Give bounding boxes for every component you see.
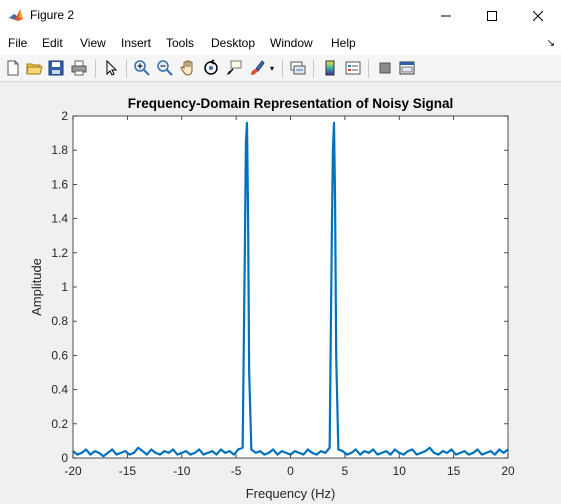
toolbar-separator (313, 59, 314, 78)
menu-view[interactable]: View (80, 36, 106, 50)
menu-file[interactable]: File (8, 36, 28, 50)
close-icon (533, 10, 543, 21)
x-axis-label: Frequency (Hz) (246, 486, 336, 501)
legend-icon[interactable] (344, 59, 362, 77)
y-tick-label: 1.4 (51, 212, 68, 226)
maximize-button[interactable] (469, 0, 515, 31)
colorbar-icon[interactable] (321, 59, 339, 77)
line-chart[interactable]: -20 -15 -10 -5 0 5 10 15 20 0 0.2 0.4 0.6 0.8 1 1.2 1.4… (0, 82, 561, 504)
menu-window[interactable]: Window (270, 36, 313, 50)
zoom-out-icon[interactable] (156, 59, 174, 77)
y-axis-label: Amplitude (29, 258, 44, 316)
x-tick-label: -20 (64, 464, 82, 478)
x-tick-label: -15 (119, 464, 137, 478)
new-figure-icon[interactable] (4, 59, 22, 77)
open-file-icon[interactable] (25, 59, 43, 77)
minimize-button[interactable] (423, 0, 469, 31)
save-icon[interactable] (47, 59, 65, 77)
print-icon[interactable] (70, 59, 88, 77)
maximize-icon (487, 10, 497, 21)
figure-canvas: -20 -15 -10 -5 0 5 10 15 20 0 0.2 0.4 0.6 0.8 1 1.2 1.4… (0, 82, 561, 504)
pan-icon[interactable] (179, 59, 197, 77)
y-tick-label: 1.6 (51, 177, 68, 191)
menu-desktop[interactable]: Desktop (211, 36, 256, 50)
y-tick-label: 0.6 (51, 348, 68, 362)
brush-icon[interactable] (248, 59, 266, 77)
toolbar-separator (282, 59, 283, 78)
y-tick-label: 1.2 (51, 246, 68, 260)
axes-background (73, 116, 508, 458)
y-tick-label: 0.2 (51, 417, 68, 431)
zoom-in-icon[interactable] (133, 59, 151, 77)
y-tick-label: 1 (61, 280, 68, 294)
x-tick-label: 10 (393, 464, 407, 478)
window-title: Figure 2 (30, 8, 75, 22)
link-plot-icon[interactable] (289, 59, 307, 77)
y-tick-label: 0 (61, 451, 68, 465)
figure-toolbar: ▾ (0, 55, 561, 82)
rotate-3d-icon[interactable] (202, 59, 220, 77)
menu-edit[interactable]: Edit (42, 36, 63, 50)
y-tick-label: 0.8 (51, 314, 68, 328)
y-tick-label: 1.8 (51, 143, 68, 157)
edit-plot-icon[interactable] (102, 59, 120, 77)
matlab-icon (9, 9, 23, 21)
minimize-icon (441, 15, 451, 16)
x-tick-label: 0 (287, 464, 294, 478)
show-plot-tools-icon[interactable] (398, 59, 416, 77)
brush-dropdown-icon[interactable]: ▾ (270, 64, 275, 73)
close-button[interactable] (515, 0, 561, 31)
menu-bar: File Edit View Insert Tools Desktop Wind… (0, 31, 561, 55)
chart-title: Frequency-Domain Representation of Noisy… (128, 96, 454, 111)
menu-tools[interactable]: Tools (166, 36, 195, 50)
y-tick-label: 2 (61, 109, 68, 123)
toolbar-separator (368, 59, 369, 78)
x-tick-label: -10 (173, 464, 191, 478)
x-tick-label: -5 (231, 464, 242, 478)
dock-arrow-icon[interactable]: ↘ (546, 38, 555, 49)
menu-insert[interactable]: Insert (121, 36, 152, 50)
data-cursor-icon[interactable] (225, 59, 243, 77)
toolbar-separator (95, 59, 96, 78)
x-tick-label: 5 (342, 464, 349, 478)
toolbar-separator (126, 59, 127, 78)
title-bar: Figure 2 (0, 0, 561, 31)
hide-plot-tools-icon[interactable] (376, 59, 394, 77)
x-tick-label: 20 (501, 464, 515, 478)
y-tick-label: 0.4 (51, 383, 68, 397)
x-tick-label: 15 (447, 464, 461, 478)
menu-help[interactable]: Help (331, 36, 356, 50)
